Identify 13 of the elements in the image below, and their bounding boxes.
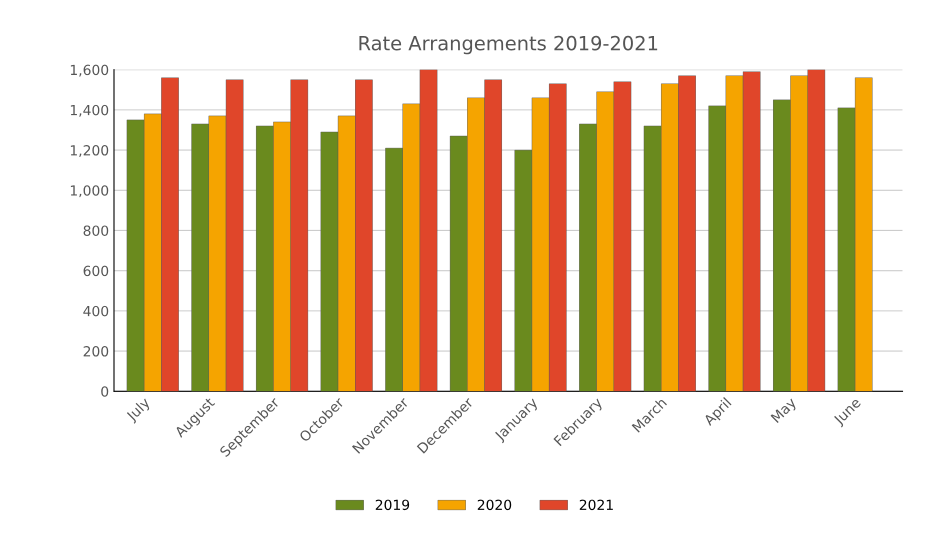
legend-label: 2021 xyxy=(580,500,613,510)
y-tick-label: 600 xyxy=(84,266,108,276)
y-tick-label: 1,600 xyxy=(70,64,108,77)
legend-label: 2019 xyxy=(376,500,410,510)
y-tick-label: 1,200 xyxy=(70,145,108,157)
y-tick-label: 200 xyxy=(84,346,108,357)
y-tick-label: 400 xyxy=(83,306,108,316)
y-tick-label: 1,000 xyxy=(70,185,108,198)
legend-label: 2020 xyxy=(478,500,512,510)
y-tick-label: 0 xyxy=(101,386,108,397)
y-tick-label: 1,400 xyxy=(70,104,108,117)
chart-title: Rate Arrangements 2019-2021 xyxy=(359,36,658,54)
y-tick-label: 800 xyxy=(84,225,108,236)
